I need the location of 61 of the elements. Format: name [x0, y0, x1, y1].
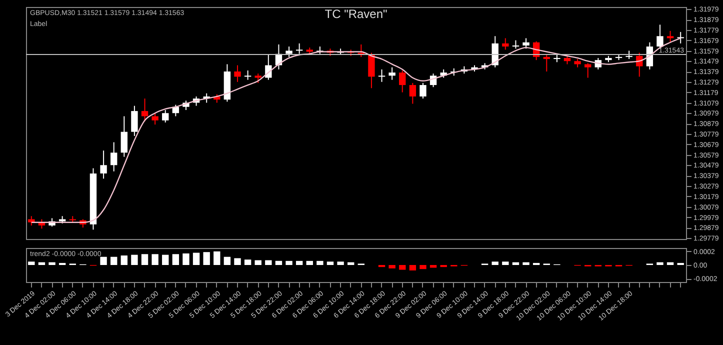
- candlestick: [234, 64, 241, 82]
- bar: [522, 262, 530, 265]
- candlestick: [522, 38, 530, 50]
- bar: [110, 256, 118, 265]
- candlestick: [131, 105, 138, 137]
- candlestick: [584, 62, 592, 78]
- candlestick: [296, 42, 303, 54]
- bar: [244, 260, 252, 265]
- bar: [141, 254, 148, 265]
- bar: [656, 262, 664, 265]
- bar: [286, 260, 292, 265]
- candlestick: [152, 112, 158, 126]
- candlestick: [100, 150, 107, 180]
- candlestick: [656, 24, 664, 50]
- bar: [306, 260, 313, 265]
- bar: [152, 254, 158, 265]
- candlestick: [409, 82, 416, 104]
- candlestick: [388, 66, 396, 80]
- candlestick: [399, 70, 406, 93]
- bar: [203, 252, 210, 265]
- candlestick: [286, 46, 292, 58]
- candlestick: [677, 31, 684, 44]
- candlestick: [162, 109, 169, 123]
- bar: [296, 260, 303, 265]
- bar: [326, 262, 334, 265]
- candlestick: [543, 54, 550, 72]
- candlestick: [244, 70, 252, 80]
- bar: [409, 265, 416, 270]
- bar: [254, 260, 262, 265]
- bar: [100, 256, 107, 265]
- candlestick: [368, 52, 375, 89]
- bar: [265, 260, 272, 265]
- candlestick: [254, 73, 262, 84]
- bar: [120, 255, 128, 265]
- bar: [316, 260, 324, 265]
- candlestick: [420, 82, 426, 100]
- bar: [224, 256, 231, 265]
- bar: [192, 252, 200, 265]
- bar: [172, 254, 180, 265]
- bar: [337, 262, 344, 265]
- bar: [492, 262, 498, 265]
- bar: [214, 251, 220, 265]
- bar: [388, 265, 396, 268]
- bar: [162, 254, 169, 265]
- candlestick: [666, 30, 674, 43]
- bar: [502, 262, 509, 265]
- candlestick: [110, 142, 118, 172]
- chart-title: TC "Raven": [324, 7, 388, 22]
- candlestick: [378, 68, 386, 82]
- bar: [131, 254, 138, 265]
- bar: [275, 260, 282, 265]
- candlestick: [141, 98, 148, 122]
- candlestick: [28, 216, 35, 226]
- bar: [234, 258, 241, 265]
- bar: [182, 253, 190, 265]
- bar: [28, 262, 35, 265]
- bar: [399, 265, 406, 270]
- bar: [420, 265, 426, 270]
- candlestick: [120, 116, 128, 158]
- candlestick: [502, 38, 509, 50]
- bar: [48, 262, 56, 265]
